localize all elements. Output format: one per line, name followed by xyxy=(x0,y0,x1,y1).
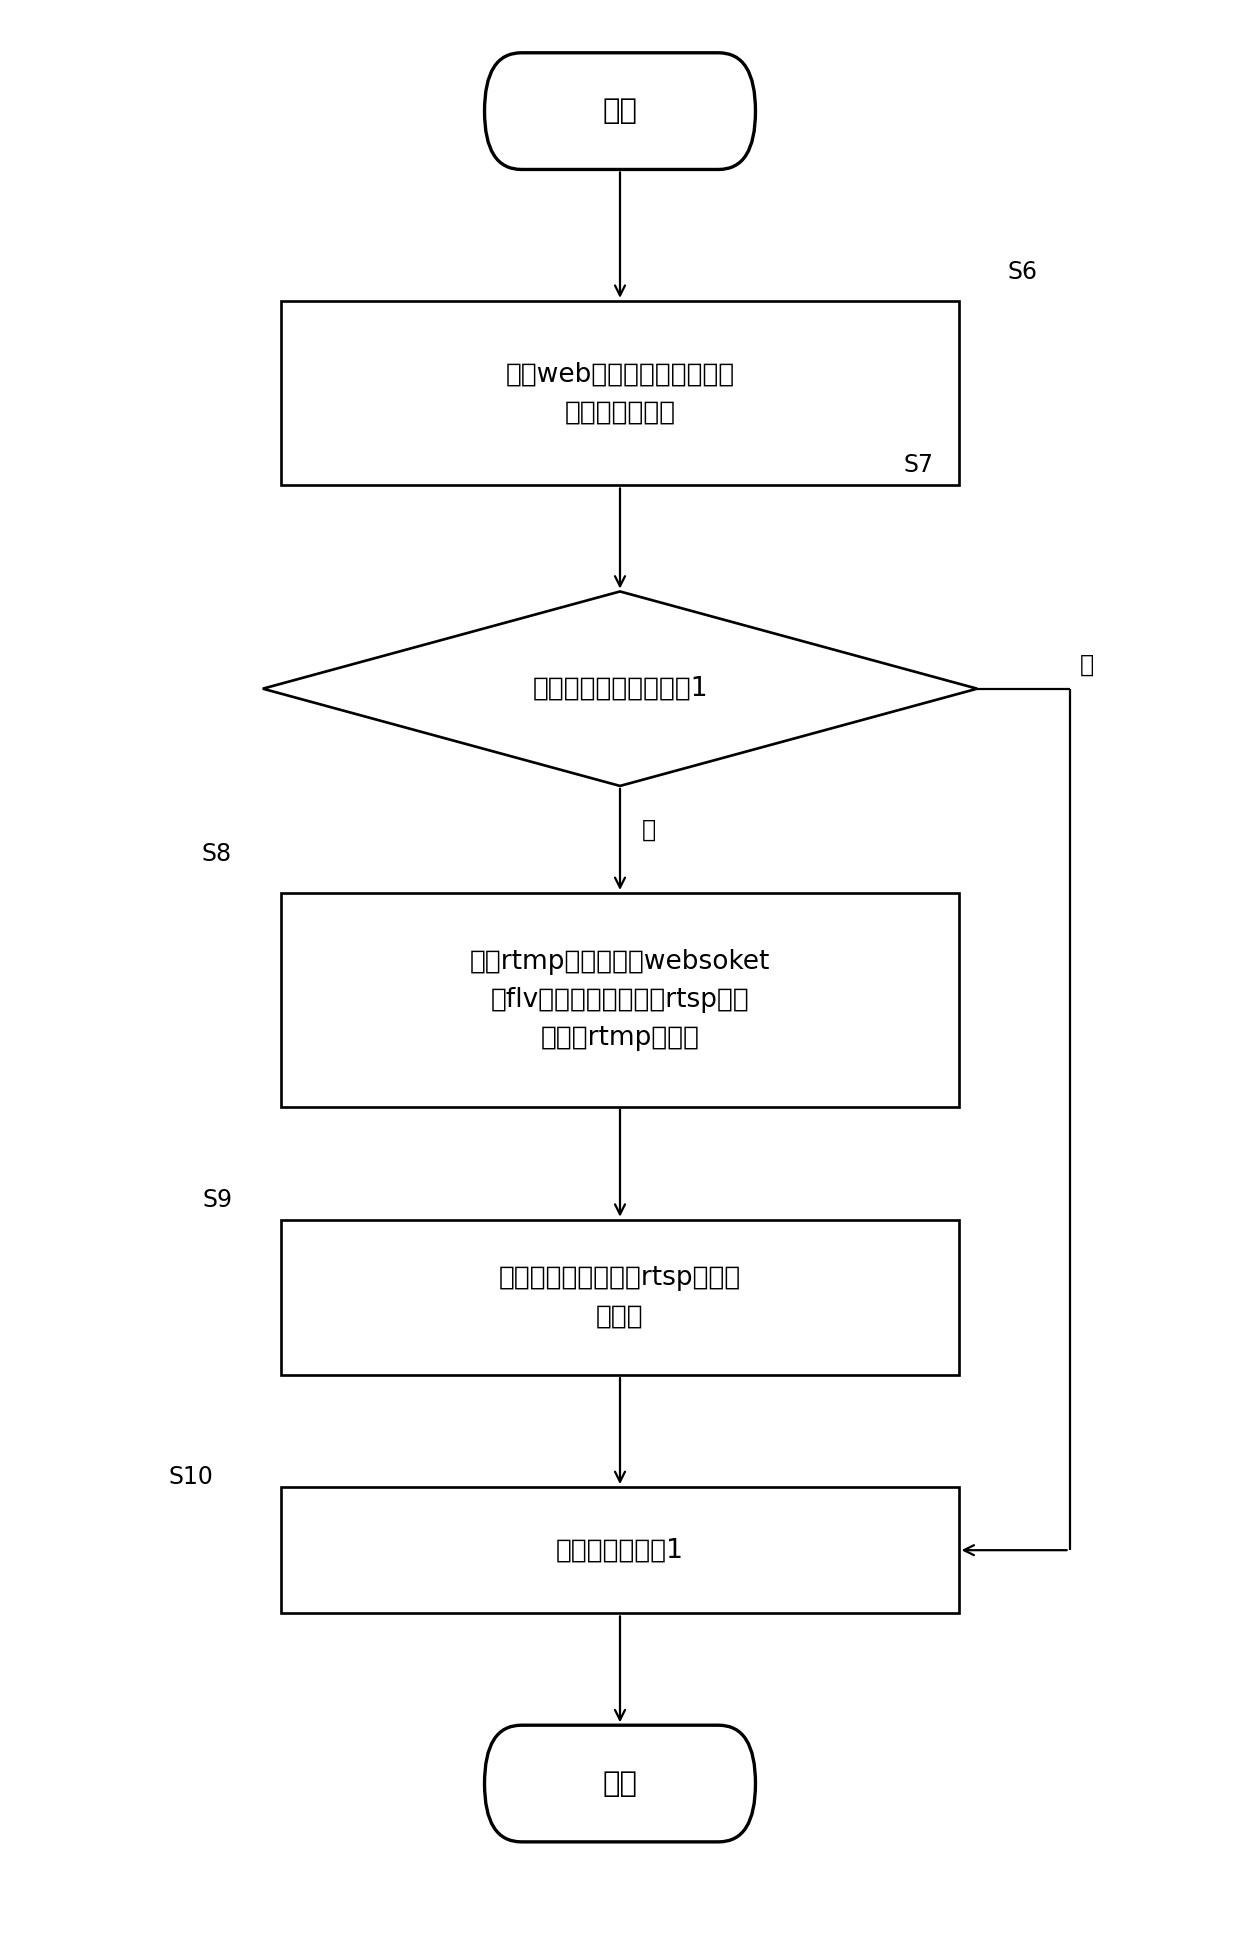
Text: 摄像头连接数是否大于1: 摄像头连接数是否大于1 xyxy=(532,676,708,701)
Text: 摄像头连接数减1: 摄像头连接数减1 xyxy=(556,1537,684,1562)
Text: S8: S8 xyxy=(202,842,232,865)
FancyBboxPatch shape xyxy=(485,1724,755,1842)
Bar xyxy=(281,1486,959,1613)
Bar xyxy=(281,893,959,1107)
Text: 停止rtmp视频流转为websoket
的flv视频流，同时停止rtsp视频
流转为rtmp视频流: 停止rtmp视频流转为websoket 的flv视频流，同时停止rtsp视频 流… xyxy=(470,949,770,1051)
Bar xyxy=(281,1219,959,1375)
Polygon shape xyxy=(263,592,977,785)
Text: 断开与所述摄像头的rtsp视频流
的连接: 断开与所述摄像头的rtsp视频流 的连接 xyxy=(498,1266,742,1330)
Text: S7: S7 xyxy=(903,453,934,477)
Text: S10: S10 xyxy=(169,1465,213,1490)
Text: S9: S9 xyxy=(202,1187,232,1213)
Text: 结束: 结束 xyxy=(603,1769,637,1797)
Text: 是: 是 xyxy=(1079,652,1094,678)
Bar xyxy=(281,301,959,486)
Text: 否: 否 xyxy=(642,818,656,842)
Text: 开始: 开始 xyxy=(603,98,637,125)
Text: S6: S6 xyxy=(1008,260,1038,283)
Text: 接收web客户端关闭摄像头的
监控画面的信号: 接收web客户端关闭摄像头的 监控画面的信号 xyxy=(506,361,734,426)
FancyBboxPatch shape xyxy=(485,53,755,170)
